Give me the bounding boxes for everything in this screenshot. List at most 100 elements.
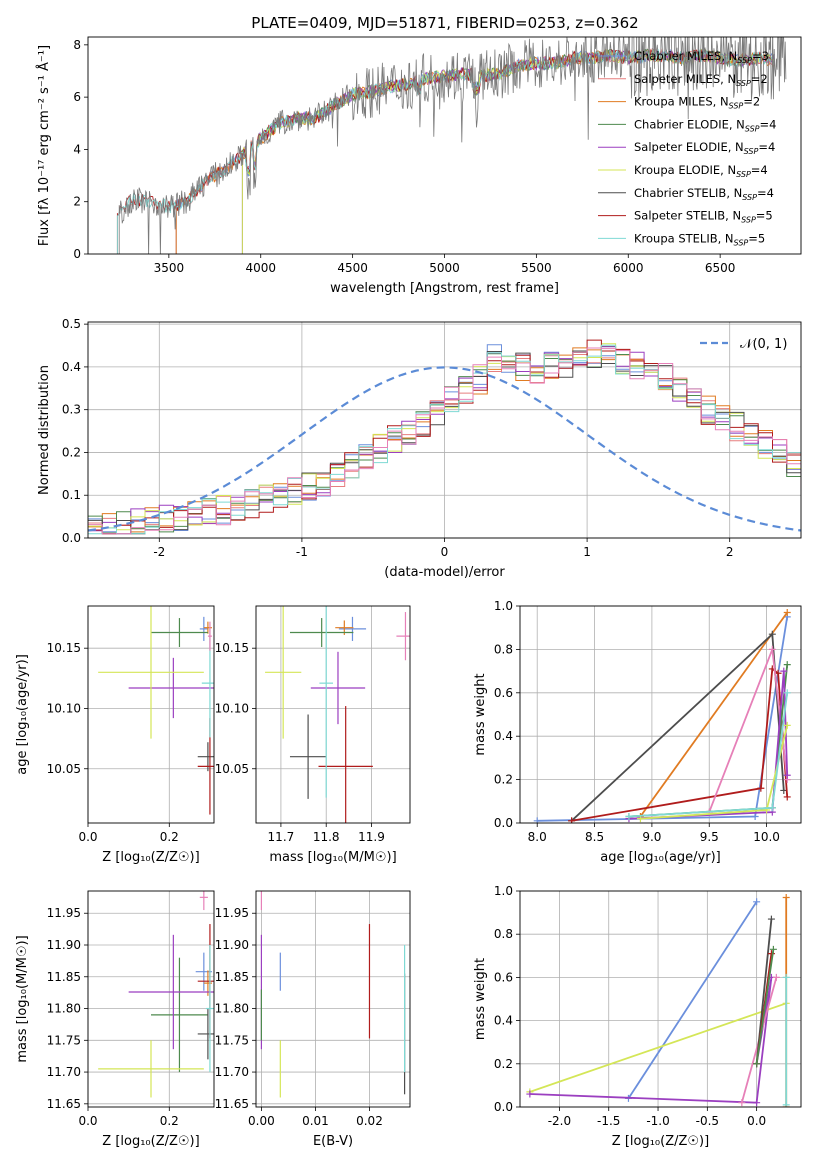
x-tick-label: 2 [726,545,734,559]
x-tick-label: 0.2 [160,830,179,844]
errorbar-point [207,621,212,651]
normal-curve [88,366,801,532]
legend: Chabrier MILES, NSSP=3 Salpeter MILES, NS… [598,49,776,247]
mass-weight-marker [782,973,790,981]
x-tick-label: -2 [153,545,165,559]
y-tick-label: 0.6 [494,686,513,700]
y-tick-label: 0.4 [494,1014,513,1028]
errorbar-point [199,891,208,911]
y-tick-label: 1.0 [494,884,513,898]
mass-weight-marker [568,817,576,823]
x-tick-label: 5000 [429,261,460,275]
mass-weight-marker [783,771,791,779]
errorbar-point [205,945,214,1073]
plot-area [116,37,787,254]
x-tick-label: -1 [296,545,308,559]
x-axis-label: age [log₁₀(age/yr)] [600,850,721,865]
mass-weight-line [529,977,773,1104]
y-tick-label: 10.05 [215,762,249,776]
legend-label: Chabrier STELIB, NSSP=4 [634,186,774,202]
mass-weight-marker [533,817,541,823]
axes-frame [519,605,802,824]
chart-mass_vs_EBV: 0.00 0.01 0.02 11.65 11.70 11.75 11.80 11.85 11.… [215,890,411,1149]
y-tick-label: 11.70 [215,1065,249,1079]
x-tick-label: 11.9 [358,830,385,844]
y-tick-label: 0.1 [62,488,81,502]
errorbar-point [289,618,354,647]
errorbar-point [128,934,214,1050]
x-tick-label: 11.7 [268,830,295,844]
errorbar-point [128,657,214,719]
y-axis-label: mass [log₁₀(M/M☉)] [15,935,30,1062]
x-axis-label: E(B-V) [313,1134,353,1149]
y-tick-label: 0.0 [494,816,513,830]
y-tick-label: 11.95 [47,906,81,920]
mass-weight-marker [769,945,777,953]
mass-weight-marker [753,898,761,906]
legend-label: Chabrier MILES, NSSP=3 [634,49,769,65]
mass-weight-line [639,611,788,818]
y-tick-label: 0 [73,247,81,261]
x-tick-label: 6500 [705,261,736,275]
mass-weight-marker [768,645,776,653]
errorbar-point [98,606,204,739]
x-tick-label: 8.0 [528,830,547,844]
mass-weight-line [627,901,758,1099]
y-tick-label: 11.75 [47,1033,81,1047]
plot-area [88,339,801,535]
y-tick-label: 10.15 [47,641,81,655]
plot-area [260,891,406,1098]
x-tick-label: 9.5 [700,830,719,844]
residual-histogram [88,343,801,531]
y-tick-label: 0.8 [494,642,513,656]
x-tick-label: -1.5 [597,1114,620,1128]
y-tick-label: 10.05 [47,762,81,776]
y-tick-label: 10.10 [215,701,249,715]
residual-histogram [88,347,801,535]
x-axis-label: (data-model)/error [384,565,505,580]
y-tick-label: 0.3 [62,403,81,417]
mass-weight-marker [753,1099,761,1107]
x-tick-label: -2.0 [548,1114,571,1128]
mass-weight-marker [751,812,759,820]
errorbar-point [199,616,208,641]
errorbar-point [197,1008,214,1060]
y-tick-label: 0.6 [494,970,513,984]
y-tick-label: 0.0 [494,1100,513,1114]
mass-weight-marker [625,812,633,820]
residual-histogram [88,344,801,535]
mass-weight-marker [772,973,780,981]
y-tick-label: 10.15 [215,641,249,655]
mass-weight-marker [782,1101,790,1107]
legend-label: Kroupa STELIB, NSSP=5 [634,231,765,247]
legend-label: Kroupa ELODIE, NSSP=4 [634,163,768,179]
legend-label: Salpeter MILES, NSSP=2 [634,72,768,88]
legend-label: 𝒩(0, 1) [740,337,787,352]
mass-weight-marker [783,689,791,697]
residual-histogram [88,344,801,535]
y-tick-label: 0.4 [494,729,513,743]
residual-histogram [88,347,801,535]
y-axis-label: age [log₁₀(age/yr)] [15,654,30,775]
mass-weight-marker [767,950,775,958]
x-tick-label: 9.0 [642,830,661,844]
x-tick-label: 0.0 [747,1114,766,1128]
mass-weight-marker [783,609,791,617]
x-tick-label: 0.2 [160,1114,179,1128]
mass-weight-marker [783,721,791,729]
y-tick-label: 8 [73,38,81,52]
residual-histogram [88,339,801,535]
chart-spectrum: 3500 4000 4500 5000 5500 6000 6500 0 2 4 6 8 wavelen… [36,36,802,296]
y-tick-label: 10.10 [47,701,81,715]
y-tick-label: 11.85 [47,970,81,984]
plot-area [98,606,214,815]
errorbar-point [151,618,208,647]
errorbar-point [195,952,212,991]
x-axis-label: Z [log₁₀(Z/Z☉)] [102,1134,199,1149]
mass-weight-marker [783,661,791,669]
axes-frame [87,36,802,255]
grid [88,322,801,539]
x-axis-label: mass [log₁₀(M/M☉)] [269,850,396,865]
axes-frame [87,321,802,539]
